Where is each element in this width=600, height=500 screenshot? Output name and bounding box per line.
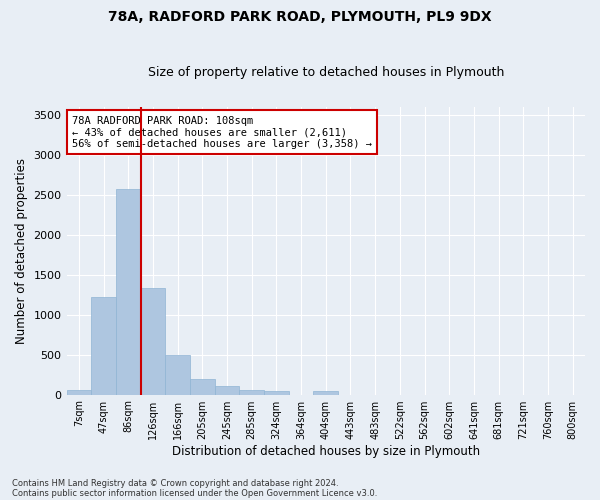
Bar	[91, 297, 116, 394]
Text: Contains public sector information licensed under the Open Government Licence v3: Contains public sector information licen…	[12, 488, 377, 498]
Bar	[264, 390, 289, 394]
Bar	[215, 386, 239, 394]
Bar	[313, 392, 338, 394]
Bar	[165, 354, 190, 395]
Bar	[116, 188, 140, 394]
Bar	[140, 288, 165, 395]
Text: 78A RADFORD PARK ROAD: 108sqm
← 43% of detached houses are smaller (2,611)
56% o: 78A RADFORD PARK ROAD: 108sqm ← 43% of d…	[72, 116, 372, 149]
Title: Size of property relative to detached houses in Plymouth: Size of property relative to detached ho…	[148, 66, 504, 80]
Bar	[239, 390, 264, 394]
Bar	[67, 390, 91, 394]
Bar	[190, 379, 215, 394]
Text: Contains HM Land Registry data © Crown copyright and database right 2024.: Contains HM Land Registry data © Crown c…	[12, 478, 338, 488]
X-axis label: Distribution of detached houses by size in Plymouth: Distribution of detached houses by size …	[172, 444, 480, 458]
Y-axis label: Number of detached properties: Number of detached properties	[15, 158, 28, 344]
Text: 78A, RADFORD PARK ROAD, PLYMOUTH, PL9 9DX: 78A, RADFORD PARK ROAD, PLYMOUTH, PL9 9D…	[108, 10, 492, 24]
